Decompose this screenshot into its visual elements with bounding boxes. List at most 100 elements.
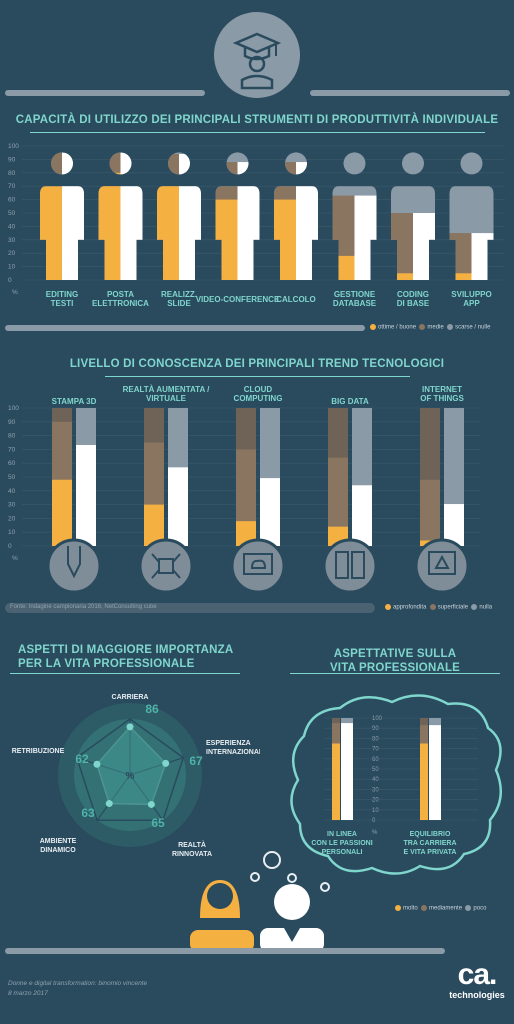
footer-rule xyxy=(5,948,445,954)
bar-right-white xyxy=(341,723,353,820)
radar-point xyxy=(147,800,155,808)
expectation-label: TRA CARRIERA xyxy=(403,840,456,847)
y-axis-tick-label: 60 xyxy=(8,460,16,467)
network-monitor-icon xyxy=(414,538,470,594)
trend-label: CLOUD xyxy=(244,385,273,394)
legend-moderate-swatch xyxy=(421,905,428,911)
bar-good xyxy=(449,273,472,280)
man-figure xyxy=(260,884,324,952)
y-axis-tick-label: 70 xyxy=(8,183,16,190)
section4-legend: molto mediamente poco xyxy=(395,905,486,912)
category-label: CALCOLO xyxy=(276,295,316,304)
trend-label: INTERNET xyxy=(422,385,462,394)
section4-title: ASPETTATIVE SULLA VITA PROFESSIONALE xyxy=(290,647,500,675)
footer-line1: Donne e digital transformation: binomio … xyxy=(8,980,148,987)
section1-legend: ottime / buone medie scarse / nulle xyxy=(370,324,490,331)
bar-good xyxy=(98,172,121,280)
legend-moderate-label: mediamente xyxy=(429,905,463,912)
legend-deep-label: approfondita xyxy=(393,604,427,611)
bar-much xyxy=(420,743,428,820)
section2-title: LIVELLO DI CONOSCENZA DEI PRINCIPALI TRE… xyxy=(69,358,445,370)
bar-good xyxy=(215,199,238,280)
legend-deep-swatch xyxy=(385,604,391,610)
footer-line2: 8 marzo 2017 xyxy=(8,990,48,997)
figure-right-half xyxy=(354,152,377,280)
y-axis-tick-label: 100 xyxy=(8,143,19,150)
trend-label: REALTÀ AUMENTATA / xyxy=(123,385,211,394)
y-axis-tick-label: 60 xyxy=(372,757,379,763)
server-rack-icon xyxy=(322,538,378,594)
expectation-label: E VITA PRIVATA xyxy=(404,849,457,856)
trend-label: OF THINGS xyxy=(420,394,464,403)
legend-none-label: nulla xyxy=(479,604,493,611)
category-label: DATABASE xyxy=(333,299,377,308)
bar-deep xyxy=(52,479,72,546)
trend-label: COMPUTING xyxy=(234,394,283,403)
server-rack-icon-glyph xyxy=(335,551,365,579)
y-axis-tick-label: 10 xyxy=(8,264,16,271)
legend-much-swatch xyxy=(395,905,401,911)
legend-medium-swatch xyxy=(419,324,426,330)
y-axis-tick-label: 10 xyxy=(372,808,379,814)
radar-value-label: 63 xyxy=(81,806,95,820)
figure-left-half xyxy=(391,152,413,280)
bar-white xyxy=(62,152,84,280)
trend-label: STAMPA 3D xyxy=(52,397,97,406)
radar-chart: % 86 67 65 63 62 CARRIERA ESPERIENZA INTERNAZION… xyxy=(12,694,260,858)
y-axis-tick-label: 90 xyxy=(8,156,16,163)
figure-left-half xyxy=(40,152,62,280)
radar-point xyxy=(93,760,101,768)
radar-outline xyxy=(75,718,185,822)
bar-right-white xyxy=(168,467,188,546)
radar-spoke xyxy=(96,774,131,821)
section4-title-line1: ASPETTATIVE SULLA xyxy=(333,648,457,660)
section1-title-rule xyxy=(30,132,485,133)
bar-right-white xyxy=(76,444,96,546)
people-illustration xyxy=(190,851,330,952)
expectation-label: EQUILIBRIO xyxy=(410,831,451,838)
radar-value-label: 65 xyxy=(151,816,165,830)
radar-value-polygon xyxy=(96,725,167,806)
category-label: REALIZZ. xyxy=(161,290,197,299)
y-axis-tick-label: 50 xyxy=(8,210,16,217)
legend-surface-label: superficiale xyxy=(437,604,469,611)
cloud-monitor-icon xyxy=(230,538,286,594)
y-axis-tick-label: 60 xyxy=(8,197,16,204)
y-axis-tick-label: 40 xyxy=(8,488,16,495)
radar-spoke xyxy=(129,774,164,821)
thought-cloud-outline xyxy=(290,694,503,875)
category-label: POSTA xyxy=(107,290,134,299)
trend-label: BIG DATA xyxy=(331,397,369,406)
section3-title-line1: ASPETTI DI MAGGIORE IMPORTANZA xyxy=(18,644,234,656)
bar-white xyxy=(413,213,435,280)
trend-label: VIRTUALE xyxy=(146,394,187,403)
section2-legend: approfondita superficiale nulla xyxy=(385,604,492,611)
expectation-label: IN LINEA xyxy=(327,831,357,838)
bar-good xyxy=(332,255,355,280)
figure-left-half xyxy=(98,152,121,280)
category-label: SLIDE xyxy=(167,299,191,308)
header-rule-left xyxy=(5,90,205,96)
y-axis-tick-label: 90 xyxy=(372,726,379,732)
category-label: DI BASE xyxy=(397,299,430,308)
y-axis-tick-label: 80 xyxy=(372,736,379,742)
ca-logo-text: technologies xyxy=(449,990,505,1000)
y-axis-tick-label: 30 xyxy=(8,502,16,509)
radar-center-label: % xyxy=(126,771,135,782)
category-label: VIDEO-CONFERENCE xyxy=(196,295,280,304)
y-axis-tick-label: 80 xyxy=(8,433,16,440)
circuit-chip-icon-glyph xyxy=(151,553,181,579)
category-label: APP xyxy=(463,299,480,308)
ca-logo: ca. technologies xyxy=(445,960,509,1001)
radar-point xyxy=(105,800,113,808)
bar-good xyxy=(391,273,413,280)
section1-title: CAPACITÀ DI UTILIZZO DEI PRINCIPALI STRU… xyxy=(15,114,499,126)
section4-title-rule xyxy=(290,673,500,674)
radar-value-label: 62 xyxy=(75,752,89,766)
radar-axis-label: REALTÀ xyxy=(178,840,206,849)
graduation-cap-icon xyxy=(232,32,282,90)
legend-poor-swatch xyxy=(447,324,454,330)
category-label: GESTIONE xyxy=(334,290,376,299)
section3-title: ASPETTI DI MAGGIORE IMPORTANZA PER LA VI… xyxy=(18,643,248,671)
